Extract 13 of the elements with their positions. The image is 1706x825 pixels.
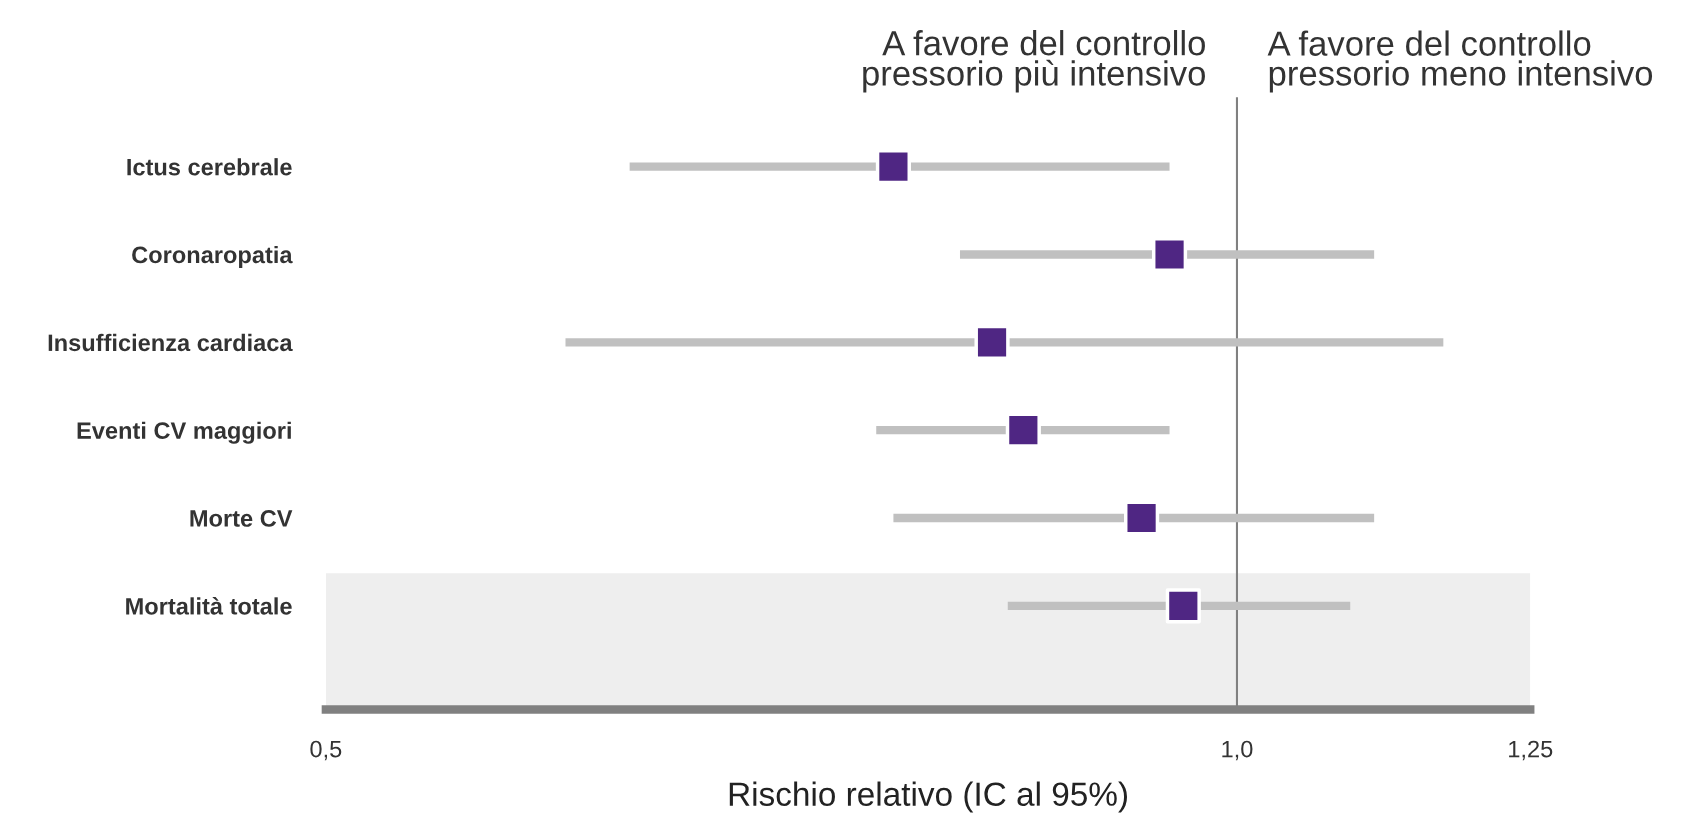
y-tick-label: Mortalità totale <box>126 597 292 615</box>
x-tick-label: 1,0 <box>1222 740 1253 761</box>
text: A favore del controllo pressorio meno intensivo <box>1267 30 1653 93</box>
x-tick-label: 1,25 <box>1509 740 1553 761</box>
y-tick-label: Ictus cerebrale <box>127 158 292 176</box>
y-tick-label: Eventi CV maggiori <box>77 421 291 444</box>
point <box>1165 588 1201 624</box>
y-tick-label: Morte CV <box>190 510 293 527</box>
text: A favore del controllo pressorio più intensivo <box>863 30 1205 93</box>
x-tick-label: 0,5 <box>310 740 342 761</box>
y-tick-label: Coronaropatia <box>132 245 293 268</box>
y-tick-label: Insufficienza cardiaca <box>48 333 293 352</box>
x-axis-title: Rischio relativo (IC al 95%) <box>729 781 1127 813</box>
